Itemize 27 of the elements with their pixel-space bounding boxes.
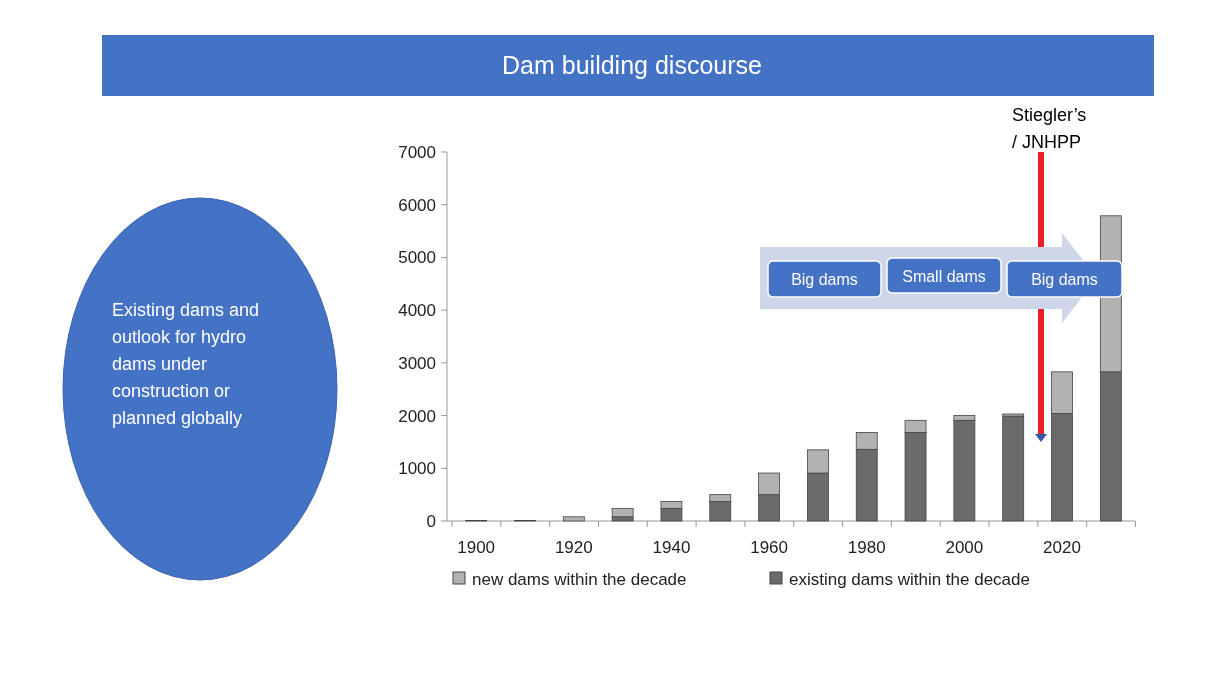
annotation: Small dams xyxy=(902,267,986,285)
x-tick-label: 1940 xyxy=(652,538,691,557)
annotation: Stiegler’s / JNHPP xyxy=(1012,105,1087,152)
x-tick-label: 1900 xyxy=(457,538,496,557)
y-tick-label: 0 xyxy=(426,512,436,531)
chart-title: Dam building discourse xyxy=(502,51,762,79)
x-tick-label: 1960 xyxy=(750,538,788,557)
bar xyxy=(611,507,634,518)
annotation: Big dams xyxy=(791,271,858,288)
annotation: Big dams xyxy=(1031,271,1098,288)
y-tick-label: 3000 xyxy=(398,353,436,373)
x-tick-label: 2020 xyxy=(1043,538,1081,557)
y-tick-label: 7000 xyxy=(398,143,436,162)
bar xyxy=(953,419,976,522)
x-tick-label: 2000 xyxy=(945,538,984,557)
y-tick-label: 2000 xyxy=(398,406,436,426)
y-tick-label: 1000 xyxy=(398,459,436,479)
bar xyxy=(562,516,585,522)
x-tick-label: 1920 xyxy=(554,538,593,557)
legend-label: new dams within the decade xyxy=(472,570,687,589)
legend-label: existing dams within the decade xyxy=(789,570,1030,589)
y-tick-label: 5000 xyxy=(398,248,436,268)
text: Existing dams and outlook for hydro dams under construction or planned globally xyxy=(112,300,260,428)
y-tick-label: 4000 xyxy=(398,301,436,321)
bar xyxy=(1002,415,1025,522)
x-tick-label: 1980 xyxy=(847,538,886,557)
y-tick-label: 6000 xyxy=(398,195,436,215)
